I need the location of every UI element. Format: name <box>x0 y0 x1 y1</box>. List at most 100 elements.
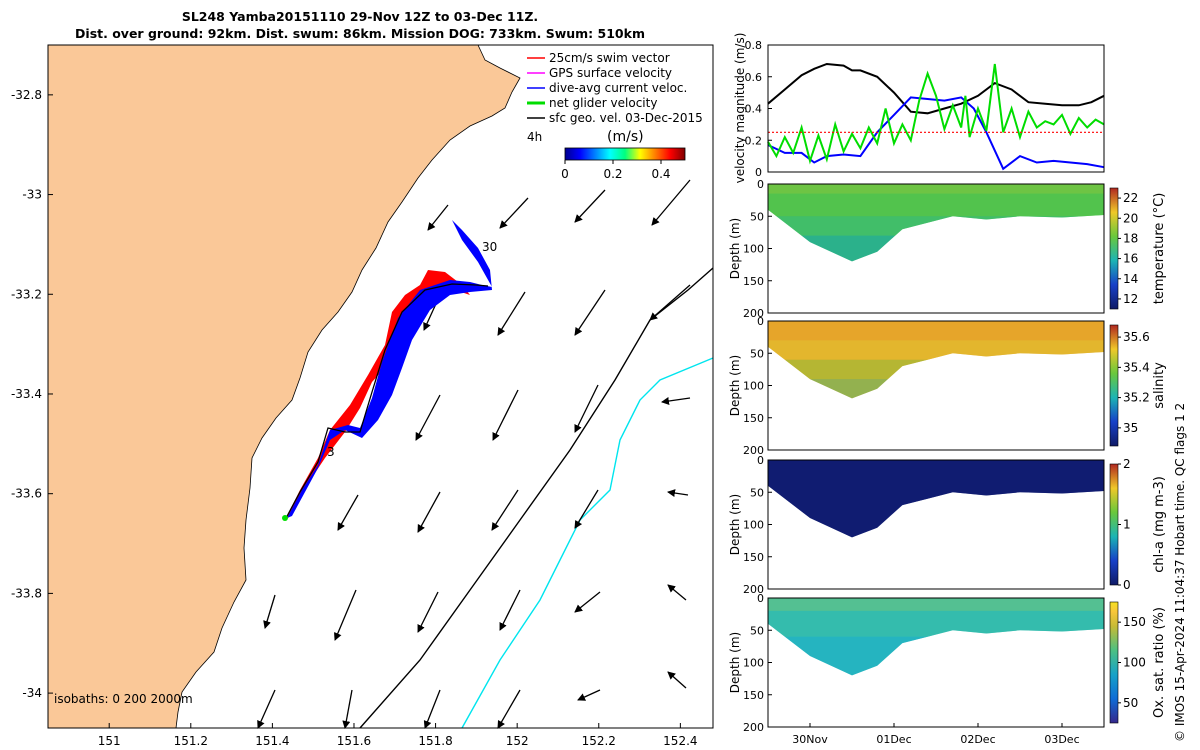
section-colorbar-tick-label: 50 <box>1123 696 1138 710</box>
colorbar-tick-label: 0.2 <box>603 167 622 181</box>
sfc-velocity-arrow <box>417 491 441 533</box>
velocity-ytick-label: 0.8 <box>745 39 763 52</box>
section-layer-band <box>768 184 1104 194</box>
colorbar-tick-label: 0 <box>561 167 569 181</box>
section-xtick-label: 03Dec <box>1044 733 1079 746</box>
sfc-velocity-arrow <box>497 291 526 336</box>
lat-tick-label: -33 <box>22 188 42 202</box>
coastline <box>47 44 521 729</box>
lon-tick-label: 151.8 <box>418 734 452 748</box>
sfc-velocity-arrow <box>574 384 599 433</box>
velocity-ylabel: velocity magnitude (m/s) <box>733 33 747 184</box>
colorbar-tick-label: 0.4 <box>651 167 670 181</box>
section-ytick-label: 0 <box>757 592 764 605</box>
isobaths-label: isobaths: 0 200 2000m <box>54 692 193 706</box>
dive-avg-current-ribbon <box>287 220 492 518</box>
section-colorbar-tick-label: 100 <box>1123 656 1146 670</box>
section-ytick-label: 150 <box>743 551 764 564</box>
velocity-series <box>767 63 1105 165</box>
map-frame <box>47 44 714 729</box>
legend-label: dive-avg current veloc. <box>549 81 687 95</box>
sfc-velocity-arrow <box>574 289 606 336</box>
sfc-velocity-arrow <box>499 197 529 229</box>
section-xtick-label: 02Dec <box>960 733 995 746</box>
section-ytick-label: 100 <box>743 519 764 532</box>
section-ytick-label: 200 <box>743 307 764 320</box>
sfc-velocity-arrow <box>492 389 519 441</box>
section-colorbar-tick-label: 18 <box>1123 231 1138 245</box>
glider-start-marker <box>282 515 288 521</box>
sfc-velocity-arrow <box>342 689 353 729</box>
section-colorbar-tick-label: 35.2 <box>1123 391 1150 405</box>
legend-label: GPS surface velocity <box>549 66 672 80</box>
lat-tick-label: -33.6 <box>11 487 42 501</box>
annotation-30: 30 <box>482 240 497 254</box>
section-ytick-label: 100 <box>743 243 764 256</box>
section-colorbar-tick-label: 20 <box>1123 211 1138 225</box>
sfc-velocity-arrow <box>337 494 359 531</box>
map-axis-ticks: 151 151.2 151.4 151.6 151.8 152 152.2 152.4 -32.… <box>11 88 698 748</box>
chl-a-section-panel: 0 50 100 150 200 Depth (m) 0 1 2 chl-a (mg m-3) <box>728 454 1167 596</box>
lat-tick-label: -33.4 <box>11 387 42 401</box>
section-ytick-label: 200 <box>743 444 764 457</box>
temperature-section-panel: 0 50 100 150 200 Depth (m) 12 14 16 18 20 22 tempera… <box>728 178 1167 320</box>
section-colorbar <box>1109 463 1119 586</box>
section-ylabel: Depth (m) <box>728 632 742 693</box>
section-ytick-label: 50 <box>750 347 764 360</box>
section-colorbar-tick-label: 35 <box>1123 421 1138 435</box>
section-colorbar-tick-label: 35.6 <box>1123 330 1150 344</box>
velocity-ytick-label: 0.4 <box>745 103 763 116</box>
lon-tick-label: 151.4 <box>255 734 289 748</box>
section-colorbar-tick-label: 12 <box>1123 292 1138 306</box>
section-xtick-label: 01Dec <box>876 733 911 746</box>
velocity-ytick-label: 0.2 <box>745 134 763 147</box>
section-ytick-label: 150 <box>743 275 764 288</box>
section-colorbar-label: chl-a (mg m-3) <box>1152 476 1167 573</box>
sfc-velocity-arrow <box>667 489 689 497</box>
section-ytick-label: 100 <box>743 657 764 670</box>
salinity-section-panel: 0 50 100 150 200 Depth (m) 35 35.2 35.4 35.6 salin… <box>728 315 1167 457</box>
section-colorbar-tick-label: 1 <box>1123 518 1131 532</box>
section-ytick-label: 100 <box>743 380 764 393</box>
section-colorbar-tick-label: 16 <box>1123 252 1138 266</box>
lon-tick-label: 152.2 <box>582 734 616 748</box>
sfc-velocity-arrow <box>574 189 606 223</box>
isobath-2000 <box>461 357 714 729</box>
colorbar-title: (m/s) <box>607 129 644 145</box>
sfc-velocity-arrow <box>415 394 441 441</box>
isobath-200 <box>359 267 714 729</box>
sfc-velocity-arrow <box>667 584 687 601</box>
section-ytick-label: 50 <box>750 210 764 223</box>
imos-credit: © IMOS 15-Apr-2024 11:04:37 Hobart time.… <box>1173 402 1187 742</box>
sfc-velocity-arrow <box>574 591 601 613</box>
legend-note: 4h <box>527 130 542 144</box>
section-xtick-label: 30Nov <box>792 733 828 746</box>
velocity-ytick-label: 0.6 <box>745 71 763 84</box>
velocity-plot-area <box>768 45 1104 172</box>
section-colorbar-label: temperature (°C) <box>1152 193 1167 305</box>
title-line-2: Dist. over ground: 92km. Dist. swum: 86k… <box>75 26 645 41</box>
lon-tick-label: 151.6 <box>337 734 371 748</box>
sfc-velocity-arrow <box>491 489 519 531</box>
section-colorbar-tick-label: 2 <box>1123 457 1131 471</box>
section-colorbar-tick-label: 0 <box>1123 578 1131 592</box>
section-ytick-label: 200 <box>743 583 764 596</box>
sfc-velocity-arrow <box>667 671 687 689</box>
lon-tick-label: 151.2 <box>174 734 208 748</box>
sfc-velocity-arrow <box>499 589 521 631</box>
land-mass <box>47 44 521 729</box>
isobath-lines <box>359 267 714 729</box>
colorbar-gradient <box>564 147 686 161</box>
title-line-1: SL248 Yamba20151110 29-Nov 12Z to 03-Dec… <box>181 9 539 24</box>
section-ytick-label: 0 <box>757 315 764 328</box>
sfc-velocity-arrow <box>651 179 691 226</box>
section-ytick-label: 150 <box>743 689 764 702</box>
section-ytick-label: 0 <box>757 454 764 467</box>
map-panel: 151 151.2 151.4 151.6 151.8 152 152.2 152.4 -32.… <box>11 44 714 748</box>
annotation-3: 3 <box>327 445 335 459</box>
sfc-velocity-arrow <box>649 284 691 321</box>
section-colorbar-label: Ox. sat. ratio (%) <box>1152 607 1167 718</box>
section-colorbar <box>1109 187 1119 310</box>
